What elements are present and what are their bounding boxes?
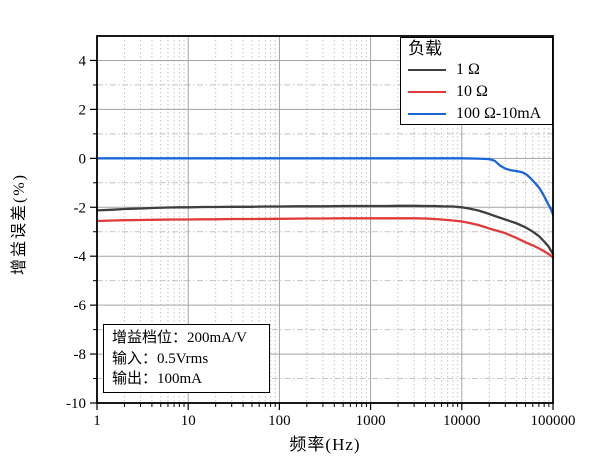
y-tick-label: -2 [74,200,87,216]
legend-line-100ohm [408,113,446,115]
x-tick-label: 10 [181,413,196,429]
annotation-box: 增益档位：200mA/V 输入：0.5Vrms 输出：100mA [103,324,270,393]
legend: 负载 1 Ω 10 Ω 100 Ω-10mA [400,37,553,125]
annotation-output: 输出：100mA [112,371,203,387]
legend-line-10ohm [408,91,446,93]
y-tick-label: 2 [79,102,87,118]
y-tick-label: -8 [74,347,87,363]
curve-series-2 [95,157,555,216]
legend-title: 负载 [408,39,442,58]
y-tick-label: -4 [74,249,87,265]
legend-entry: 100 Ω-10mA [408,103,552,125]
annotation-input: 输入：0.5Vrms [112,350,209,367]
y-tick-label: -10 [66,396,86,412]
annotation-gain-range: 增益档位：200mA/V [112,330,248,346]
legend-entry: 1 Ω [408,59,552,81]
x-tick-label: 1000 [356,413,386,429]
legend-label: 10 Ω [456,83,488,100]
x-tick-label: 10000 [443,413,481,429]
legend-line-1ohm [408,69,446,71]
plot-frame [96,35,554,404]
y-axis-title: 增益误差(%) [11,173,28,275]
x-tick-label: 100000 [531,413,576,429]
x-axis-title: 频率(Hz) [289,435,361,454]
y-tick-label: 4 [79,53,87,69]
legend-label: 1 Ω [456,61,480,78]
curve-series-1 [95,217,555,259]
x-tick-label: 100 [268,413,291,429]
y-tick-label: 0 [79,151,87,167]
legend-entry: 10 Ω [408,81,552,103]
legend-label: 100 Ω-10mA [456,105,542,122]
y-tick-label: -6 [74,298,87,314]
curve-series-0 [95,204,555,256]
x-tick-label: 1 [93,413,101,429]
